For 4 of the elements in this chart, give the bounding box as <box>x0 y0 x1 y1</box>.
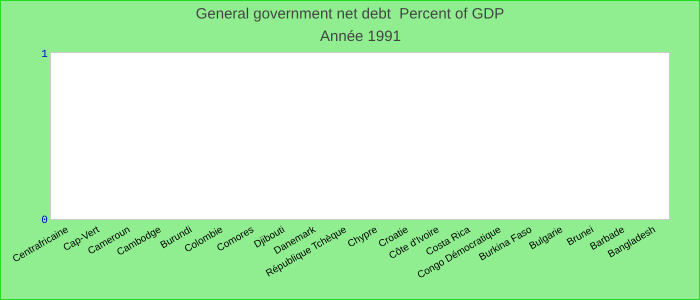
y-tick-label: 1 <box>41 48 48 61</box>
y-tick-label: 0 <box>41 214 48 227</box>
chart-subtitle: Année 1991 <box>320 28 401 45</box>
chart-title: General government net debt Percent of GDP <box>196 5 504 22</box>
